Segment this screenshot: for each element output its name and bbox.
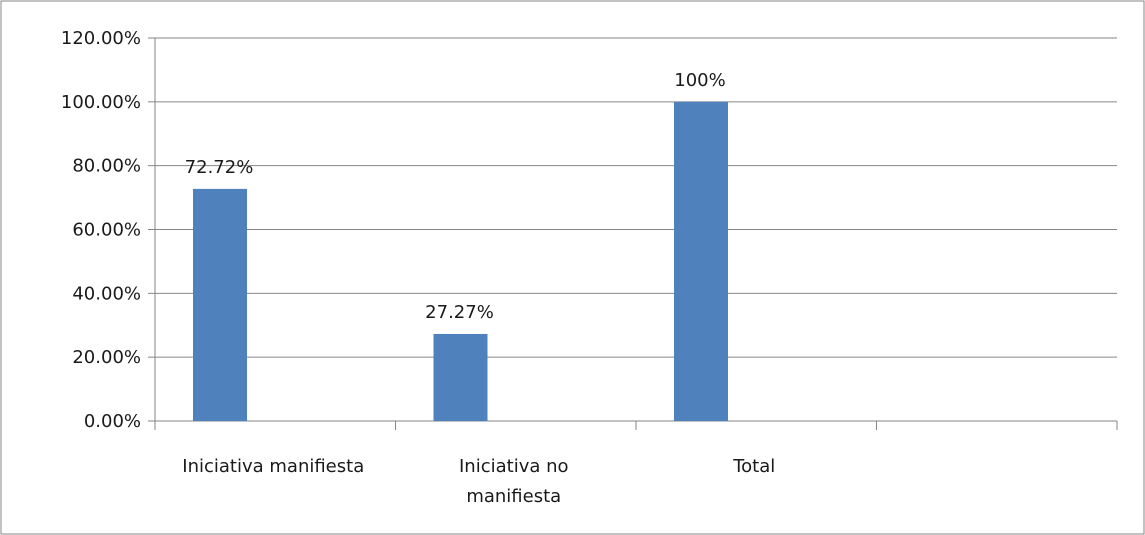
y-tick-label: 40.00% — [72, 283, 141, 304]
bar — [193, 188, 247, 421]
x-category-label: Iniciativa no — [459, 456, 569, 477]
y-tick-label: 60.00% — [72, 220, 141, 241]
x-category-label: manifiesta — [466, 486, 561, 507]
y-axis-tick-labels: 0.00% 20.00% 40.00% 60.00% 80.00% 100.00% 120.… — [61, 28, 141, 432]
x-category-label: Total — [732, 456, 775, 477]
axes — [148, 37, 1118, 430]
bar — [674, 101, 728, 421]
bars — [193, 101, 728, 421]
y-tick-label: 20.00% — [72, 347, 141, 368]
bar — [433, 333, 488, 421]
data-labels: 72.72% 27.27% 100% — [185, 70, 726, 323]
x-category-label: Iniciativa manifiesta — [182, 456, 364, 477]
y-tick-label: 120.00% — [61, 28, 141, 49]
data-label: 27.27% — [425, 302, 494, 323]
y-tick-label: 0.00% — [84, 411, 141, 432]
y-tick-label: 100.00% — [61, 92, 141, 113]
y-tick-label: 80.00% — [72, 156, 141, 177]
gridlines — [155, 37, 1117, 358]
data-label: 100% — [674, 70, 725, 91]
x-axis-category-labels: Iniciativa manifiesta Iniciativa no manifi… — [182, 456, 775, 507]
data-label: 72.72% — [185, 157, 254, 178]
